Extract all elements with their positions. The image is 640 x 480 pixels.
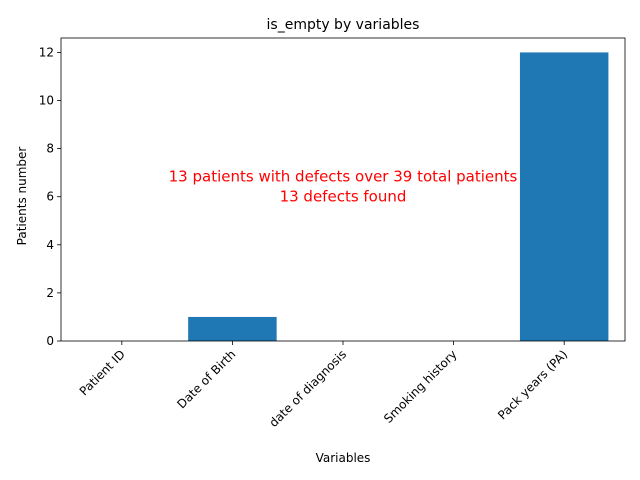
y-tick-label: 4: [46, 238, 54, 252]
annotation-line-2: 13 defects found: [280, 188, 407, 206]
y-tick-label: 2: [46, 286, 54, 300]
x-tick-label: Date of Birth: [174, 347, 238, 411]
annotation-line-1: 13 patients with defects over 39 total p…: [169, 168, 518, 186]
y-tick-label: 8: [46, 142, 54, 156]
y-axis-label: Patients number: [15, 147, 29, 246]
y-axis: 0 2 4 6 8 10 12: [39, 45, 61, 348]
bar-pack-years-pa: [519, 52, 609, 342]
x-axis: Patient ID Date of Birth date of diagnosis…: [77, 341, 570, 430]
x-tick-label: Patient ID: [77, 347, 128, 398]
y-tick-label: 6: [46, 190, 54, 204]
chart-title: is_empty by variables: [267, 17, 420, 33]
bar-date-of-birth: [188, 316, 277, 341]
x-tick-label: date of diagnosis: [266, 347, 349, 430]
x-tick-label: Smoking history: [381, 347, 460, 426]
annotation: 13 patients with defects over 39 total p…: [169, 168, 518, 206]
bars-group: [188, 52, 609, 342]
x-axis-label: Variables: [316, 451, 371, 465]
y-tick-label: 0: [46, 334, 54, 348]
y-tick-label: 10: [39, 94, 54, 108]
x-tick-label: Pack years (PA): [495, 347, 570, 422]
y-tick-label: 12: [39, 45, 54, 59]
